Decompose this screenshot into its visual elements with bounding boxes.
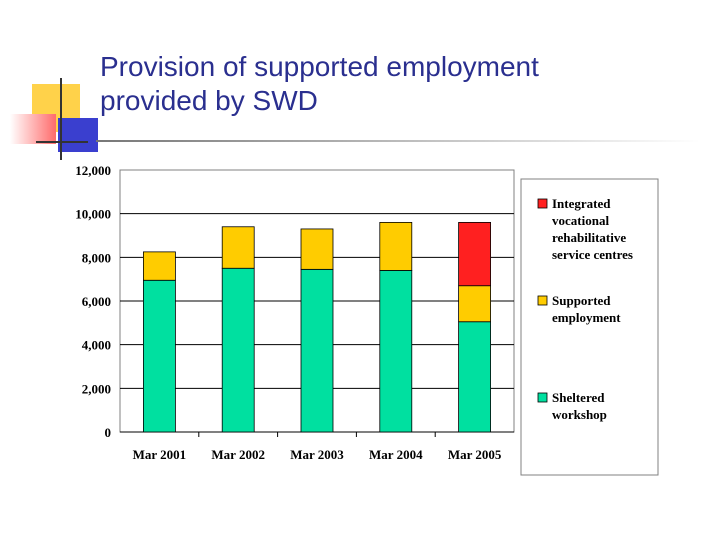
x-tick-label: Mar 2002 (211, 447, 265, 462)
y-tick-label: 12,000 (75, 163, 111, 178)
y-tick-label: 6,000 (82, 294, 111, 309)
bar-segment (221, 226, 255, 269)
x-tick-label: Mar 2004 (369, 447, 423, 462)
deco-horizontal-line (36, 141, 88, 143)
bar-segment (300, 228, 334, 270)
deco-blue-square (58, 118, 98, 152)
bar-segment (221, 267, 255, 433)
x-tick-label: Mar 2005 (448, 447, 502, 462)
bar-segment (458, 321, 492, 433)
bar-segment (458, 285, 492, 323)
slide-title: Provision of supported employment provid… (100, 50, 700, 118)
legend-label: Sheltered workshop (552, 390, 607, 422)
legend-label: Integrated vocational rehabilitative servic… (552, 196, 633, 262)
bar-segment (379, 221, 413, 271)
deco-red-fade (10, 114, 56, 144)
legend-box (520, 178, 659, 476)
y-tick-label: 2,000 (82, 381, 111, 396)
bar-segment (142, 279, 176, 433)
y-tick-label: 8,000 (82, 250, 111, 265)
y-tick-label: 4,000 (82, 338, 111, 353)
legend-swatch (537, 392, 548, 403)
x-tick-label: Mar 2001 (133, 447, 187, 462)
bar-segment (300, 268, 334, 433)
slide-title-line-1: Provision of supported employment (100, 51, 539, 82)
bar-segment (142, 251, 176, 281)
legend-swatch (537, 295, 548, 306)
y-tick-label: 0 (105, 425, 112, 440)
legend-label: Supported employment (552, 293, 621, 325)
bar-segment (458, 221, 492, 287)
legend-swatch (537, 198, 548, 209)
title-underline (96, 140, 700, 142)
deco-vertical-line (60, 78, 62, 160)
slide-title-line-2: provided by SWD (100, 85, 318, 116)
y-tick-label: 10,000 (75, 207, 111, 222)
bar-segment (379, 270, 413, 433)
x-tick-label: Mar 2003 (290, 447, 344, 462)
